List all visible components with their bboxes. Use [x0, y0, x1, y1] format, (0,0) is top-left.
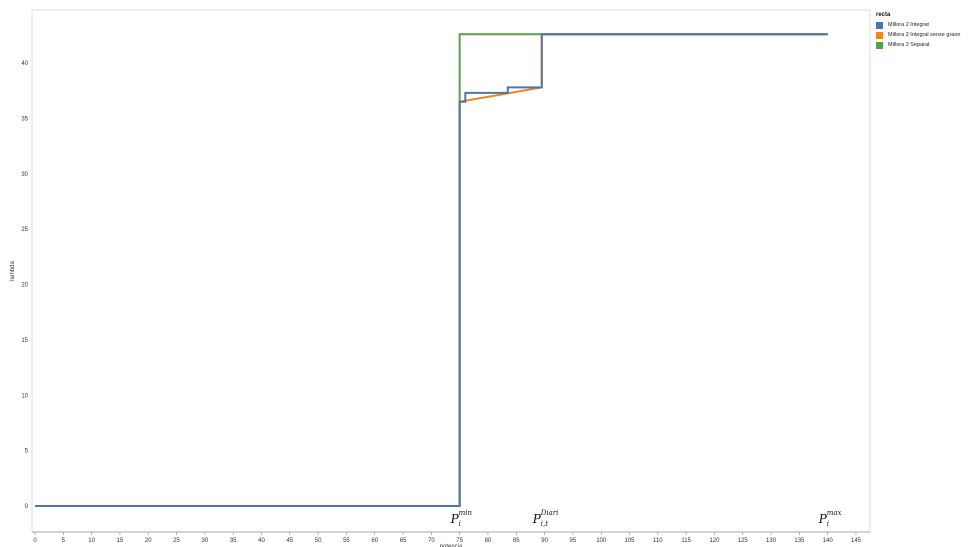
x-tick-label: 20: [145, 538, 152, 544]
annotation-superscript: Diari: [540, 509, 559, 517]
x-axis: 0 5 10 15 20 25 30 35 40 45 50 55 60 65 70 75 80 85 90 95 10…: [33, 532, 862, 544]
annotation-subscript: i: [459, 520, 461, 528]
y-tick-label: 30: [21, 172, 28, 178]
x-tick-label: 130: [766, 538, 777, 544]
x-tick-label: 35: [230, 538, 237, 544]
x-tick-label: 50: [315, 538, 322, 544]
x-tick-label: 95: [570, 538, 577, 544]
y-tick-label: 35: [21, 116, 28, 122]
x-tick-label: 55: [343, 538, 350, 544]
x-tick-label: 115: [681, 538, 691, 544]
legend-label-integrat: Millora 2 Integrat: [888, 22, 929, 28]
legend-label-sense-graon: Millora 2 Integral sense graon: [888, 32, 961, 38]
legend-item-separat: Millora 2 Separat: [876, 40, 960, 50]
y-tick-label: 5: [25, 449, 29, 455]
series-line-millora-2-integrat: [35, 33, 828, 507]
x-tick-label: 60: [371, 538, 378, 544]
x-tick-label: 90: [541, 538, 548, 544]
y-tick-label: 25: [21, 227, 28, 233]
x-tick-label: 65: [400, 538, 407, 544]
y-axis-title: lambda: [10, 261, 16, 281]
x-tick-label: 80: [485, 538, 492, 544]
x-tick-label: 110: [653, 538, 663, 544]
x-tick-label: 85: [513, 538, 520, 544]
x-tick-label: 0: [33, 538, 37, 544]
x-tick-label: 100: [596, 538, 607, 544]
x-tick-label: 40: [258, 538, 265, 544]
y-tick-label: 15: [21, 338, 28, 344]
annotation-base: P: [532, 512, 542, 526]
annotation-label: P Diari i,t: [532, 509, 559, 528]
legend-title: recta: [876, 12, 891, 18]
x-tick-label: 10: [88, 538, 95, 544]
y-tick-label: 40: [21, 61, 28, 67]
legend: recta Millora 2 Integrat Millora 2 Integ…: [876, 12, 960, 50]
annotation-superscript: max: [827, 509, 842, 517]
x-tick-label: 135: [794, 538, 805, 544]
x-tick-label: 25: [173, 538, 180, 544]
x-tick-label: 105: [625, 538, 636, 544]
plot-area: [31, 9, 871, 533]
legend-swatch-sense-graon: [876, 31, 883, 39]
x-tick-label: 140: [823, 538, 834, 544]
annotation-base: P: [818, 512, 828, 526]
x-tick-label: 70: [428, 538, 435, 544]
annotation-subscript: i: [827, 520, 829, 528]
legend-swatch-separat: [876, 41, 883, 49]
legend-swatch-integrat: [876, 21, 883, 29]
y-tick-label: 20: [21, 283, 28, 289]
x-axis-title: potencia: [440, 544, 463, 547]
x-tick-label: 45: [286, 538, 293, 544]
x-tick-label: 5: [62, 538, 66, 544]
legend-item-sense-graon: Millora 2 Integral sense graon: [876, 30, 960, 40]
y-axis: 0 5 10 15 20 25 30 35 40: [21, 61, 28, 510]
annotation-subscript: i,t: [541, 520, 548, 528]
annotation-base: P: [450, 512, 460, 526]
annotation-superscript: min: [459, 509, 473, 517]
x-tick-label: 15: [117, 538, 124, 544]
legend-label-separat: Millora 2 Separat: [888, 42, 930, 48]
y-tick-label: 0: [25, 504, 29, 510]
y-tick-label: 10: [21, 393, 28, 399]
x-tick-label: 30: [202, 538, 209, 544]
series-lines: [35, 33, 828, 507]
x-tick-label: 145: [851, 538, 862, 544]
x-tick-label: 120: [709, 538, 720, 544]
legend-item-integrat: Millora 2 Integrat: [876, 20, 960, 30]
x-tick-label: 75: [456, 538, 463, 544]
x-tick-label: 125: [738, 538, 749, 544]
